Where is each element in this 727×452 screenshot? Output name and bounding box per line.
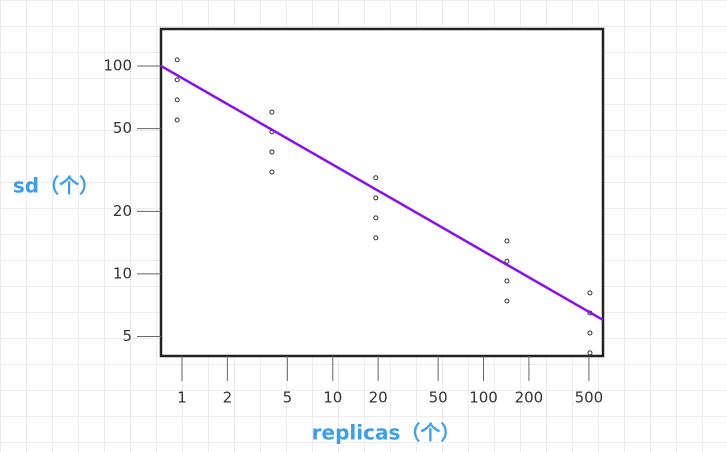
x-tick-label: 100 bbox=[469, 389, 498, 407]
x-tick-label: 2 bbox=[223, 389, 233, 407]
scatter-point bbox=[174, 77, 180, 83]
x-tick-label: 5 bbox=[283, 389, 293, 407]
scatter-point bbox=[373, 175, 379, 181]
scatter-point bbox=[504, 238, 510, 244]
x-axis-title: replicas（个） bbox=[312, 421, 461, 445]
y-tick-label: 100 bbox=[103, 56, 132, 74]
scatter-point bbox=[269, 109, 275, 115]
scatter-point bbox=[174, 97, 180, 103]
scatter-point bbox=[504, 298, 510, 304]
scatter-point bbox=[269, 149, 275, 155]
x-tick-label: 1 bbox=[177, 389, 187, 407]
scatter-point bbox=[373, 215, 379, 221]
x-tick-label: 10 bbox=[323, 389, 342, 407]
fit-line bbox=[160, 64, 604, 321]
y-tick-label: 20 bbox=[113, 202, 132, 220]
scatter-point bbox=[373, 235, 379, 241]
x-tick-label: 200 bbox=[515, 389, 544, 407]
scatter-point bbox=[587, 330, 593, 336]
x-tick-label: 50 bbox=[429, 389, 448, 407]
x-tick-label: 500 bbox=[575, 389, 604, 407]
y-tick-label: 5 bbox=[122, 327, 132, 345]
y-tick-label: 50 bbox=[113, 119, 132, 137]
scatter-point bbox=[587, 290, 593, 296]
scatter-point bbox=[587, 350, 593, 356]
scatter-point bbox=[174, 57, 180, 63]
y-axis-title: sd（个） bbox=[13, 174, 99, 198]
scatter-point bbox=[269, 169, 275, 175]
scatter-point bbox=[174, 117, 180, 123]
scatter-point bbox=[504, 278, 510, 284]
scatter-point bbox=[373, 195, 379, 201]
y-tick-label: 10 bbox=[113, 264, 132, 282]
x-tick-label: 20 bbox=[369, 389, 388, 407]
